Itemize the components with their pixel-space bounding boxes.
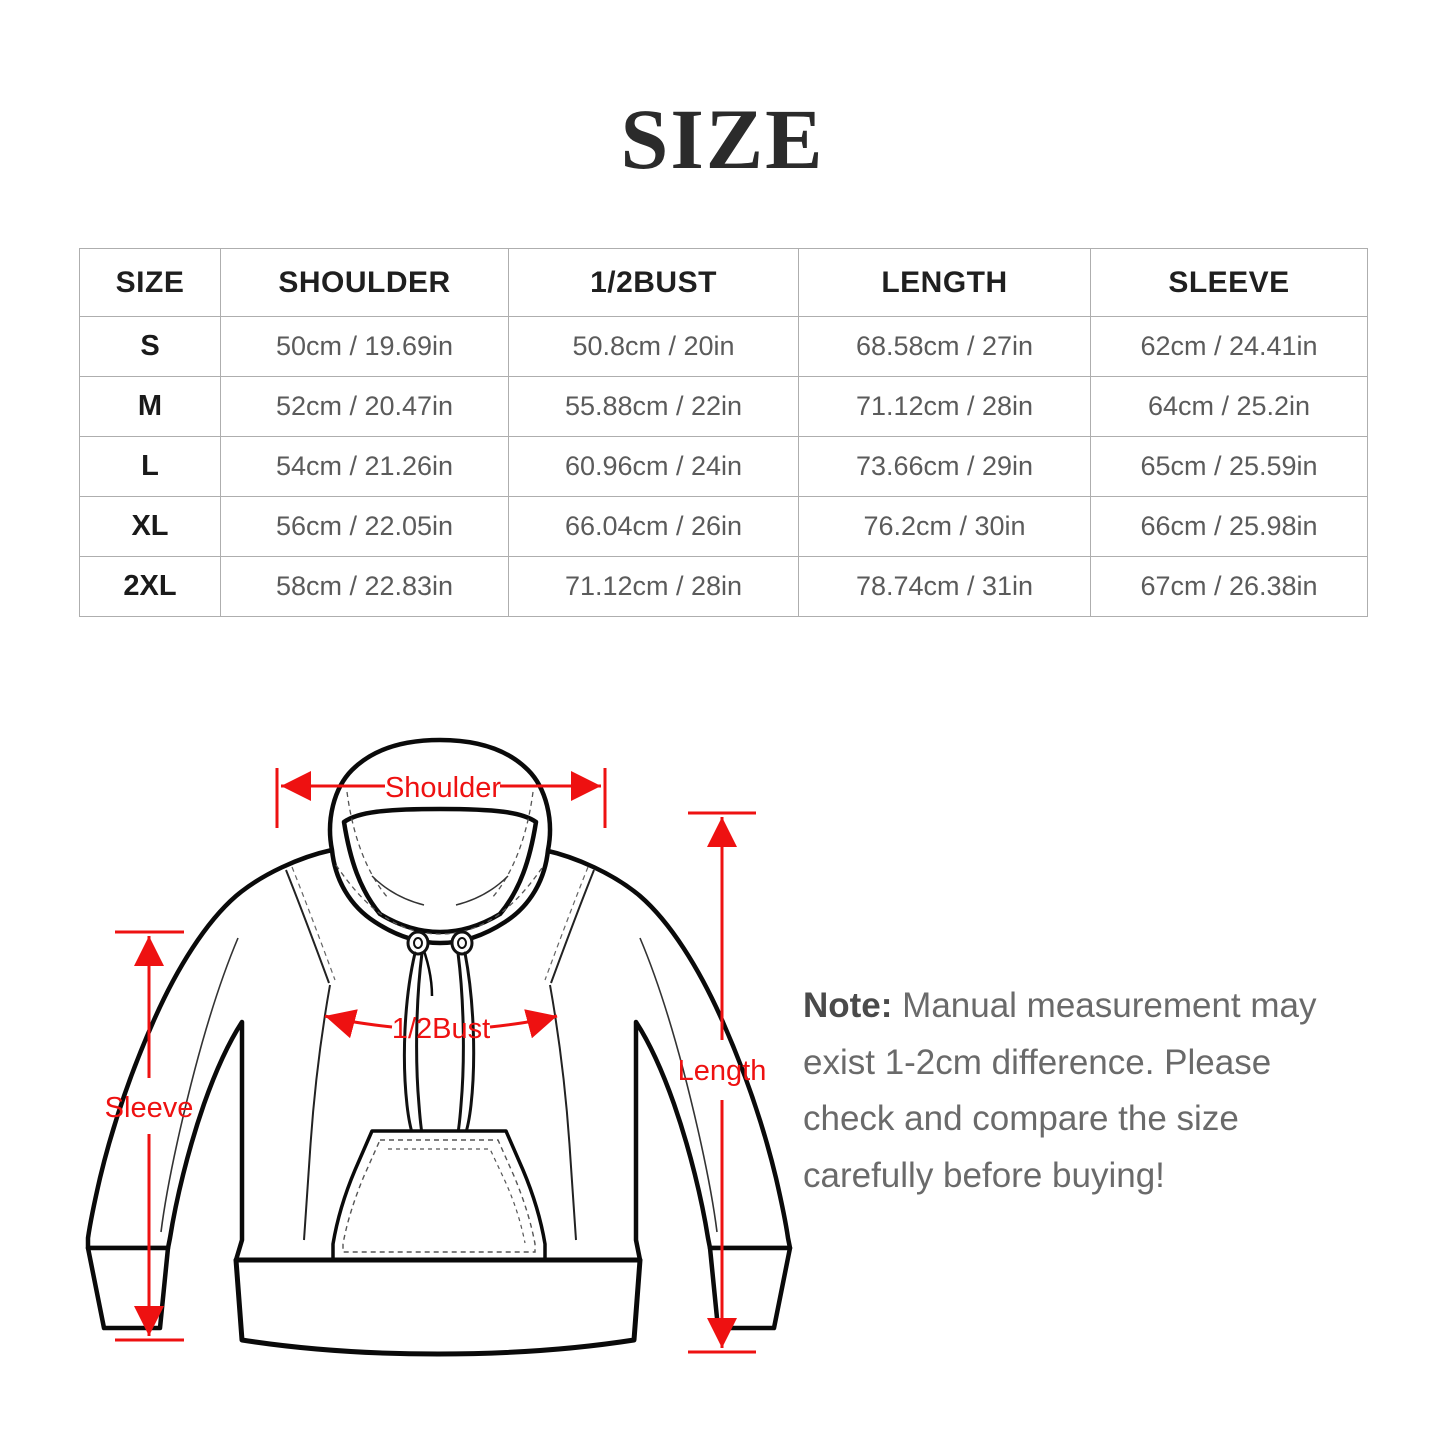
hoodie-illustration bbox=[85, 737, 793, 1357]
kangaroo-pocket-stitch bbox=[342, 1139, 536, 1253]
hood-shade-right bbox=[455, 875, 509, 906]
sleeve-fold-right bbox=[639, 937, 718, 1233]
cell-shoulder: 50cm / 19.69in bbox=[220, 316, 509, 377]
sleeve-label: Sleeve bbox=[105, 1092, 194, 1124]
size-chart-table: SIZE SHOULDER 1/2BUST LENGTH SLEEVE S 50… bbox=[79, 248, 1368, 617]
column-header-length: LENGTH bbox=[798, 248, 1091, 317]
length-measurement-annotation: Length bbox=[678, 811, 767, 1354]
cell-length: 68.58cm / 27in bbox=[798, 316, 1091, 377]
cell-length: 78.74cm / 31in bbox=[798, 556, 1091, 617]
cell-size: S bbox=[79, 316, 221, 377]
measurement-diagram: Shoulder 1/2Bust Length Sleeve bbox=[0, 700, 1445, 1445]
sleeve-fold-left bbox=[160, 937, 239, 1233]
table-row: S 50cm / 19.69in 50.8cm / 20in 68.58cm /… bbox=[79, 316, 1368, 377]
hood-outer-shape bbox=[327, 737, 553, 946]
cell-halfbust: 60.96cm / 24in bbox=[508, 436, 799, 497]
column-header-size: SIZE bbox=[79, 248, 221, 317]
cell-halfbust: 55.88cm / 22in bbox=[508, 376, 799, 437]
shoulder-label: Shoulder bbox=[385, 772, 501, 804]
hood-band-stitch bbox=[335, 864, 545, 935]
table-header-row: SIZE SHOULDER 1/2BUST LENGTH SLEEVE bbox=[79, 248, 1368, 317]
hood-stitch-left bbox=[346, 791, 389, 899]
cell-size: M bbox=[79, 376, 221, 437]
cell-shoulder: 54cm / 21.26in bbox=[220, 436, 509, 497]
cell-sleeve: 67cm / 26.38in bbox=[1090, 556, 1368, 617]
measurement-note: Note: Manual measurement may exist 1-2cm… bbox=[803, 978, 1363, 1205]
cell-shoulder: 58cm / 22.83in bbox=[220, 556, 509, 617]
halfbust-measurement-annotation: 1/2Bust bbox=[324, 1009, 558, 1045]
cell-length: 71.12cm / 28in bbox=[798, 376, 1091, 437]
cell-halfbust: 50.8cm / 20in bbox=[508, 316, 799, 377]
shoulder-seam-right-stitch bbox=[544, 866, 589, 981]
cell-shoulder: 52cm / 20.47in bbox=[220, 376, 509, 437]
table-row: L 54cm / 21.26in 60.96cm / 24in 73.66cm … bbox=[79, 436, 1368, 497]
page-title: SIZE bbox=[620, 91, 825, 187]
cell-halfbust: 71.12cm / 28in bbox=[508, 556, 799, 617]
shoulder-seam-right bbox=[550, 869, 595, 984]
table-row: M 52cm / 20.47in 55.88cm / 22in 71.12cm … bbox=[79, 376, 1368, 437]
bottom-hem-band bbox=[233, 1257, 643, 1357]
halfbust-arrow-right bbox=[489, 1009, 558, 1039]
hood-stitch-right bbox=[491, 791, 534, 899]
column-header-sleeve: SLEEVE bbox=[1090, 248, 1368, 317]
size-table-container: SIZE SHOULDER 1/2BUST LENGTH SLEEVE S 50… bbox=[79, 248, 1368, 617]
column-header-halfbust: 1/2BUST bbox=[508, 248, 799, 317]
note-label: Note: bbox=[803, 986, 893, 1025]
cell-sleeve: 65cm / 25.59in bbox=[1090, 436, 1368, 497]
cell-size: XL bbox=[79, 496, 221, 557]
cell-sleeve: 64cm / 25.2in bbox=[1090, 376, 1368, 437]
drawcord-eyelet-right-hole bbox=[457, 937, 467, 949]
kangaroo-pocket bbox=[331, 1129, 547, 1262]
cuff-left bbox=[85, 1245, 171, 1331]
sleeve-measurement-annotation: Sleeve bbox=[105, 930, 194, 1342]
halfbust-label: 1/2Bust bbox=[392, 1013, 490, 1045]
cell-sleeve: 66cm / 25.98in bbox=[1090, 496, 1368, 557]
hood-shade-left bbox=[371, 875, 425, 906]
cuff-right bbox=[707, 1245, 793, 1331]
shoulder-measurement-annotation: Shoulder bbox=[275, 768, 607, 828]
column-header-shoulder: SHOULDER bbox=[220, 248, 509, 317]
cell-shoulder: 56cm / 22.05in bbox=[220, 496, 509, 557]
cell-length: 76.2cm / 30in bbox=[798, 496, 1091, 557]
shoulder-seam-left bbox=[285, 869, 330, 984]
cell-size: 2XL bbox=[79, 556, 221, 617]
cell-size: L bbox=[79, 436, 221, 497]
table-row: 2XL 58cm / 22.83in 71.12cm / 28in 78.74c… bbox=[79, 556, 1368, 617]
cell-halfbust: 66.04cm / 26in bbox=[508, 496, 799, 557]
cell-sleeve: 62cm / 24.41in bbox=[1090, 316, 1368, 377]
shoulder-seam-left-stitch bbox=[291, 866, 336, 981]
note-text: Manual measurement may exist 1-2cm diffe… bbox=[803, 986, 1317, 1196]
length-label: Length bbox=[678, 1055, 767, 1087]
halfbust-arrow-left bbox=[324, 1009, 393, 1039]
kangaroo-pocket-stitch-inner bbox=[388, 1148, 526, 1244]
cell-length: 73.66cm / 29in bbox=[798, 436, 1091, 497]
drawcord-eyelet-left-hole bbox=[413, 937, 423, 949]
table-row: XL 56cm / 22.05in 66.04cm / 26in 76.2cm … bbox=[79, 496, 1368, 557]
side-seam-left bbox=[303, 984, 331, 1241]
